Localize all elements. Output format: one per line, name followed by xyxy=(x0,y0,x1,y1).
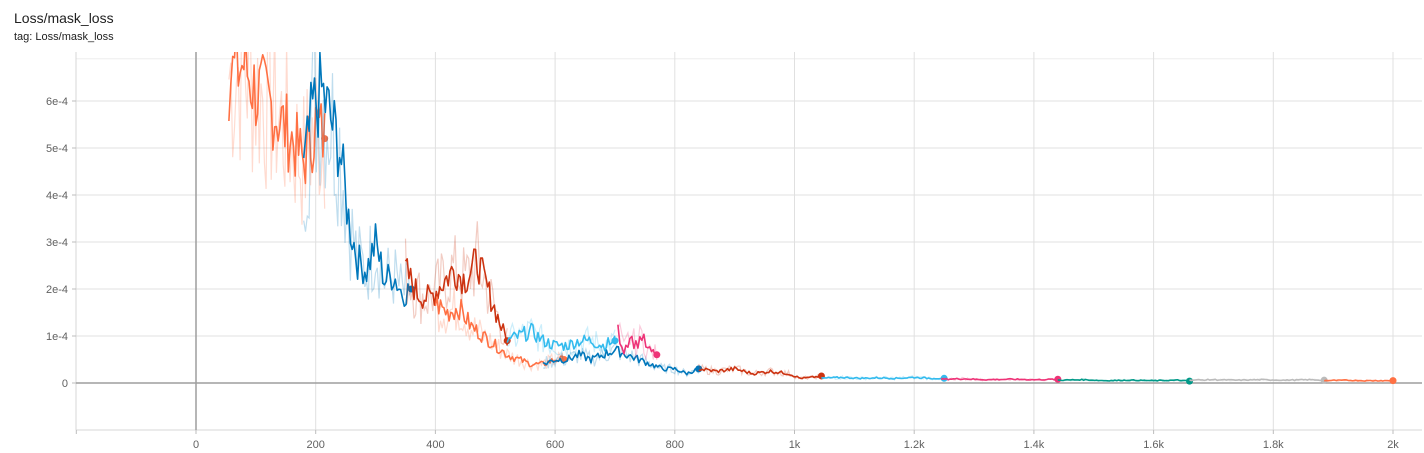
series-line[interactable] xyxy=(698,366,822,380)
series-raw-line xyxy=(617,321,658,361)
y-tick-label: 5e-4 xyxy=(46,143,68,155)
series-line[interactable] xyxy=(1324,378,1394,382)
y-tick-label: 6e-4 xyxy=(46,96,68,108)
series-end-point[interactable] xyxy=(611,337,619,345)
series-line[interactable] xyxy=(1057,378,1190,382)
series-line[interactable] xyxy=(302,52,413,308)
series-line[interactable] xyxy=(228,26,326,185)
x-tick-label: 0 xyxy=(193,439,199,451)
axes xyxy=(72,52,1422,434)
x-tick-label: 1k xyxy=(789,439,801,451)
card-header: Loss/mask_loss tag: Loss/mask_loss xyxy=(14,8,114,44)
series-end-point[interactable] xyxy=(1186,377,1194,385)
x-tick-label: 1.2k xyxy=(904,439,925,451)
series-line[interactable] xyxy=(542,345,700,376)
series-line[interactable] xyxy=(404,248,508,346)
series-raw-line xyxy=(698,363,822,381)
series-raw-line xyxy=(507,317,616,359)
grid xyxy=(76,52,1422,431)
x-tick-label: 800 xyxy=(666,439,684,451)
series-end-point[interactable] xyxy=(653,351,661,359)
series-raw-line xyxy=(228,52,326,225)
x-tick-label: 600 xyxy=(546,439,564,451)
series-group xyxy=(228,26,1397,385)
tick-labels: 0 1e-4 2e-4 3e-4 4e-4 5e-4 6e-4 0 200 400 600 800 1k… xyxy=(46,96,1399,451)
x-tick-label: 1.8k xyxy=(1263,439,1284,451)
x-tick-label: 200 xyxy=(307,439,325,451)
x-tick-label: 400 xyxy=(426,439,444,451)
series-end-point[interactable] xyxy=(321,135,329,143)
x-tick-label: 1.6k xyxy=(1143,439,1164,451)
chart-tag-line: tag: Loss/mask_loss xyxy=(14,31,114,43)
series-raw-line xyxy=(435,287,565,373)
x-tick-label: 2k xyxy=(1387,439,1399,451)
series-end-point[interactable] xyxy=(1389,377,1397,385)
series-line[interactable] xyxy=(940,377,1058,381)
series-raw-line xyxy=(542,342,700,378)
series-end-point[interactable] xyxy=(1054,375,1062,383)
series-line[interactable] xyxy=(1189,378,1325,382)
chart-title: Loss/mask_loss xyxy=(14,10,114,26)
series-line[interactable] xyxy=(434,296,565,368)
y-tick-label: 1e-4 xyxy=(46,331,68,343)
series-line[interactable] xyxy=(821,375,945,380)
y-tick-label: 4e-4 xyxy=(46,190,68,202)
y-tick-label: 0 xyxy=(62,378,68,390)
series-line[interactable] xyxy=(506,322,616,352)
x-tick-label: 1.4k xyxy=(1024,439,1045,451)
series-line[interactable] xyxy=(617,324,658,357)
y-tick-label: 3e-4 xyxy=(46,237,68,249)
y-tick-label: 2e-4 xyxy=(46,284,68,296)
